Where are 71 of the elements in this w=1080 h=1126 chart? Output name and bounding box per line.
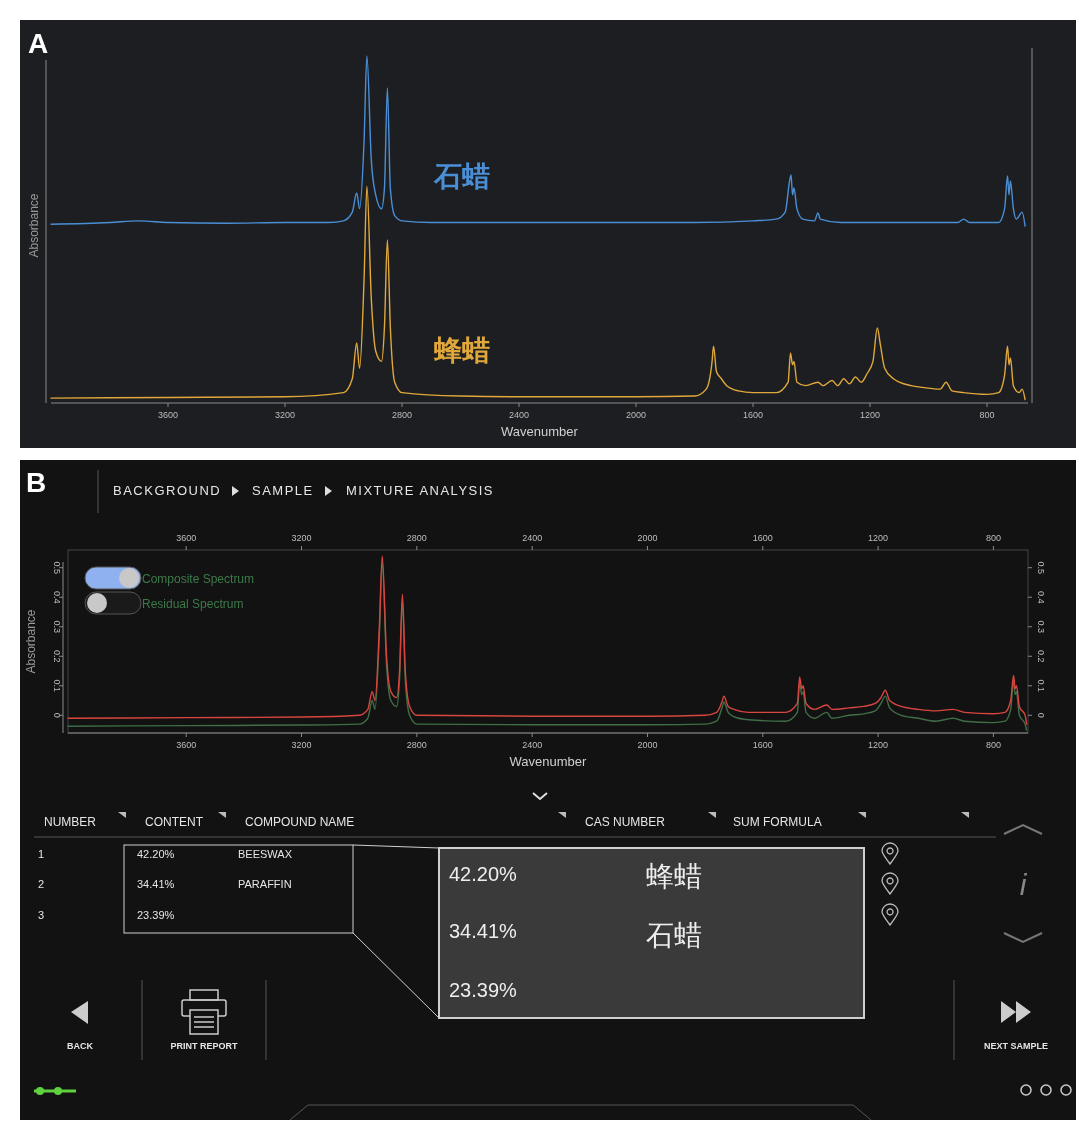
x-tick-label: 2800 [392, 410, 413, 420]
y2-tick-label: 0.4 [1036, 590, 1046, 604]
text: BEESWAX [238, 848, 293, 860]
annotation: Composite Spectrum [142, 572, 255, 586]
text: PRINT REPORT [170, 1041, 238, 1051]
x-tick-label: 3600 [157, 410, 179, 420]
text: SAMPLE [252, 483, 314, 498]
text: 石蜡 [646, 920, 702, 951]
x-tick-label: 2800 [406, 533, 427, 543]
x-tick-label: 800 [985, 533, 1001, 543]
x2-tick-label: 3200 [291, 740, 312, 750]
text: COMPOUND NAME [245, 815, 355, 829]
annotation: Residual Spectrum [142, 597, 244, 611]
text: 42.20% [449, 863, 518, 885]
x-tick-label: 3200 [275, 410, 296, 420]
y-axis-title: Absorbance [24, 609, 39, 674]
text: BACKGROUND [113, 483, 222, 498]
x2-tick-label: 1200 [868, 740, 889, 750]
text: SUM FORMULA [733, 815, 822, 829]
x-tick-label: 1600 [752, 533, 773, 543]
x-tick-label: 2000 [637, 533, 658, 543]
x2-tick-label: 800 [985, 740, 1001, 750]
x-tick-label: 2000 [626, 410, 647, 420]
x-tick-label: 1200 [868, 533, 889, 543]
x-tick-label: 1600 [743, 410, 764, 420]
text: 34.41% [449, 920, 518, 942]
x2-tick-label: 3600 [176, 740, 197, 750]
x-tick-label: 2400 [509, 410, 530, 420]
text: 3 [38, 909, 45, 921]
x2-tick-label: 2400 [522, 740, 543, 750]
x2-tick-label: 2000 [637, 740, 658, 750]
text: CAS NUMBER [585, 815, 666, 829]
text: 34.41% [137, 878, 175, 890]
y-tick-label: 0.4 [52, 590, 62, 604]
x-tick-label: 3200 [291, 533, 312, 543]
y-tick-label: 0 [52, 712, 62, 718]
y-tick-label: 0.5 [52, 561, 62, 574]
text: MIXTURE ANALYSIS [346, 483, 495, 498]
text: 1 [38, 848, 45, 860]
y2-tick-label: 0.1 [1036, 679, 1046, 693]
text: 蜂蜡 [646, 861, 702, 892]
y2-tick-label: 0 [1036, 712, 1046, 718]
x-axis-title: Wavenumber [509, 754, 588, 769]
text: PARAFFIN [238, 878, 292, 890]
x2-tick-label: 2800 [406, 740, 427, 750]
text: NEXT SAMPLE [983, 1041, 1049, 1051]
text: 42.20% [137, 848, 175, 860]
text: 23.39% [137, 909, 175, 921]
chart-title: B [26, 467, 47, 498]
y-tick-label: 0.3 [52, 620, 62, 633]
x-tick-label: 3600 [176, 533, 197, 543]
y-axis-title: Absorbance [27, 193, 41, 258]
x-tick-label: 2400 [522, 533, 543, 543]
y-tick-label: 0.2 [52, 650, 62, 663]
y-tick-label: 0.1 [52, 679, 62, 693]
text: CONTENT [145, 815, 204, 829]
y2-tick-label: 0.5 [1036, 561, 1046, 574]
text: BACK [67, 1041, 94, 1051]
chart-title: A [28, 28, 49, 59]
x-tick-label: 800 [979, 410, 995, 420]
text: NUMBER [44, 815, 97, 829]
x2-tick-label: 1600 [752, 740, 773, 750]
y2-tick-label: 0.2 [1036, 650, 1046, 663]
series-label: 石蜡 [432, 161, 490, 193]
x-tick-label: 1200 [860, 410, 881, 420]
text: i [1019, 868, 1028, 901]
text: 23.39% [449, 979, 518, 1001]
y2-tick-label: 0.3 [1036, 620, 1046, 633]
series-label: 蜂蜡 [432, 335, 490, 367]
x-axis-title: Wavenumber [501, 424, 579, 439]
text: 2 [38, 878, 45, 890]
